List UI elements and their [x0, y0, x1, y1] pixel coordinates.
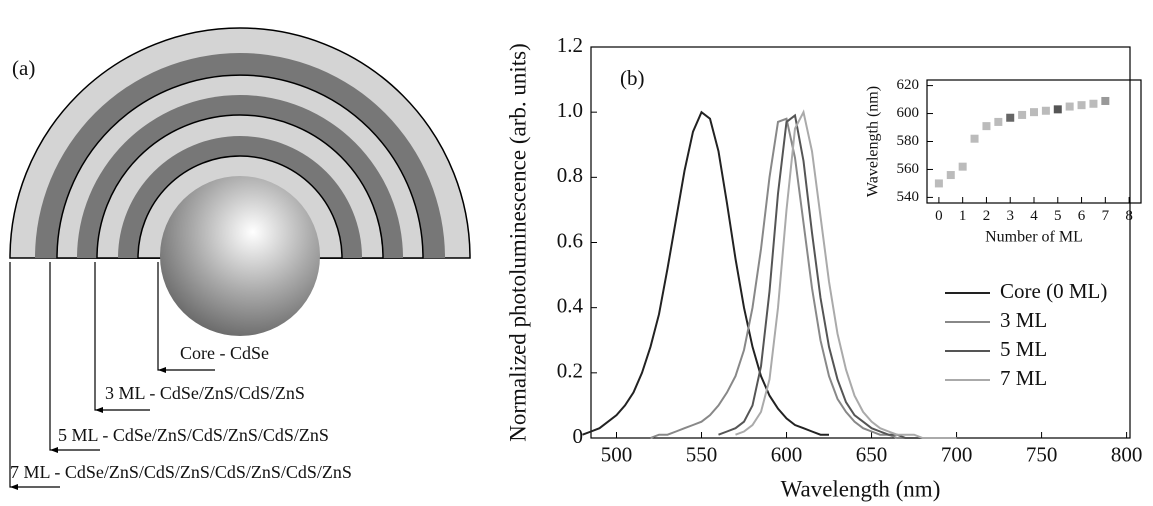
point — [1041, 106, 1050, 115]
arrowhead — [158, 367, 166, 373]
y-tick-label: 600 — [897, 105, 920, 121]
point — [1030, 108, 1038, 117]
point — [970, 134, 979, 143]
legend-label: 7 ML — [1000, 366, 1047, 390]
y-tick-label: 1.2 — [557, 33, 583, 57]
series-line — [582, 110, 829, 436]
x-tick-label: 3 — [1006, 208, 1014, 224]
y-tick-label: 560 — [897, 161, 920, 177]
pointer — [9, 262, 60, 488]
x-tick-label: 2 — [983, 208, 991, 224]
legend-label: 5 ML — [1000, 337, 1047, 361]
legend-label: 3 ML — [1000, 308, 1047, 332]
point — [982, 122, 991, 131]
arrowhead — [95, 407, 103, 413]
point — [1065, 102, 1074, 111]
y-tick-label: 1.0 — [557, 98, 583, 122]
x-tick-label: 8 — [1125, 208, 1133, 224]
point — [1006, 113, 1015, 122]
annotation: 5 ML - CdSe/ZnS/CdS/ZnS/CdS/ZnS — [58, 425, 329, 445]
annotation: 7 ML - CdSe/ZnS/CdS/ZnS/CdS/ZnS/CdS/ZnS — [10, 462, 352, 482]
x-tick-label: 800 — [1111, 443, 1143, 467]
panel-label: (b) — [620, 66, 645, 90]
y-tick-label: 580 — [897, 133, 920, 149]
y-tick-label: 0.6 — [557, 228, 583, 252]
point — [994, 117, 1003, 126]
series-line — [718, 113, 957, 439]
arrowhead — [50, 447, 58, 453]
y-tick-label: 0.4 — [557, 293, 584, 317]
arrowhead — [10, 484, 18, 490]
x-tick-label: 4 — [1030, 208, 1038, 224]
annotation: 3 ML - CdSe/ZnS/CdS/ZnS — [105, 383, 305, 403]
y-axis-title: Normalized photoluminescence (arb. units… — [505, 43, 530, 442]
x-tick-label: 6 — [1078, 208, 1086, 224]
arrowheads — [10, 367, 166, 490]
panel-label: (a) — [12, 56, 35, 80]
y-tick-label: 540 — [897, 189, 920, 205]
point — [1053, 105, 1062, 114]
x-tick-label: 5 — [1054, 208, 1062, 224]
point — [946, 171, 955, 180]
y-tick-label: 0.2 — [557, 359, 583, 383]
point — [934, 179, 943, 188]
x-tick-label: 500 — [601, 443, 633, 467]
point — [1089, 99, 1098, 108]
y-tick-label: 0.8 — [557, 163, 583, 187]
x-tick-label: 600 — [771, 443, 803, 467]
x-tick-label: 7 — [1102, 208, 1110, 224]
y-tick-label: 0 — [573, 424, 584, 448]
x-axis-title: Wavelength (nm) — [781, 476, 941, 501]
series-line — [735, 109, 957, 439]
x-tick-label: 650 — [856, 443, 888, 467]
legend-label: Core (0 ML) — [1000, 279, 1107, 303]
x-tick-label: 700 — [941, 443, 973, 467]
point — [1018, 110, 1027, 119]
x-tick-label: 550 — [686, 443, 718, 467]
y-tick-label: 620 — [897, 77, 920, 93]
point — [1077, 101, 1086, 110]
point — [1101, 96, 1110, 105]
annotation: Core - CdSe — [180, 343, 269, 363]
x-tick-label: 1 — [959, 208, 967, 224]
core-sphere — [160, 176, 320, 336]
y-axis-title: Wavelength (nm) — [865, 86, 882, 197]
point — [958, 162, 967, 171]
x-axis-title: Number of ML — [985, 229, 1083, 246]
x-tick-label: 750 — [1026, 443, 1058, 467]
shell-diagram: (a) Core - CdSe 3 ML - CdSe/ZnS/CdS/ZnS … — [9, 27, 471, 490]
pointer — [49, 262, 100, 451]
x-tick-label: 0 — [935, 208, 943, 224]
